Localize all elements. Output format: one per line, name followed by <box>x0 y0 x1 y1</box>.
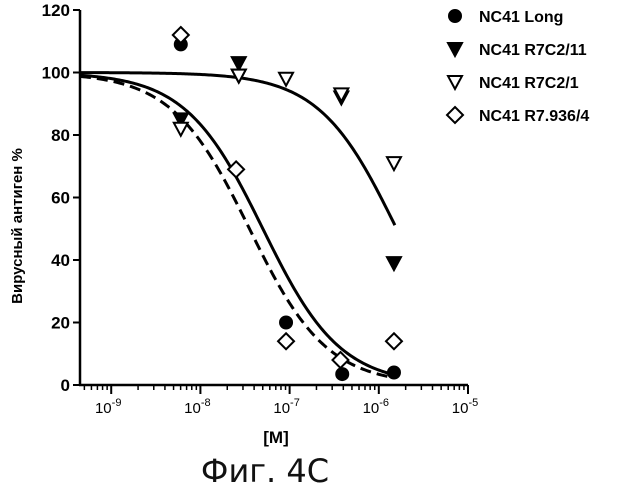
data-point-series-4 <box>278 333 294 349</box>
data-point-series-4 <box>228 161 244 177</box>
y-tick-label: 100 <box>42 64 70 83</box>
data-point-series-1 <box>280 317 292 329</box>
data-point-series-2 <box>387 257 401 270</box>
legend-marker-1 <box>449 10 461 22</box>
x-axis: 10-9 10-8 10-7 10-6 10-5 <box>79 385 478 417</box>
y-tick-label: 40 <box>51 251 70 270</box>
y-tick-label: 0 <box>61 376 70 395</box>
x-axis-label: [M] <box>263 428 288 447</box>
data-point-series-3 <box>279 73 293 86</box>
x-tick-label: 10-7 <box>273 397 299 417</box>
data-point-series-1 <box>388 367 400 379</box>
legend-label-3: NC41 R7C2/1 <box>479 75 579 92</box>
y-tick-label: 60 <box>51 189 70 208</box>
data-point-series-2 <box>232 57 246 70</box>
y-tick-label: 80 <box>51 126 70 145</box>
data-point-series-1 <box>336 368 348 380</box>
fit-curves <box>80 73 395 378</box>
data-point-series-3 <box>174 123 188 136</box>
data-point-series-4 <box>386 333 402 349</box>
y-tick-label: 120 <box>42 1 70 20</box>
data-points <box>173 27 402 380</box>
data-point-series-3 <box>387 157 401 170</box>
legend: NC41 Long NC41 R7C2/11 NC41 R7C2/1 NC41 R7.… <box>447 9 589 125</box>
legend-label-4: NC41 R7.936/4 <box>479 108 589 125</box>
legend-marker-2 <box>448 43 462 56</box>
y-tick-label: 20 <box>51 314 70 333</box>
y-axis-label: Вирусный антиген % <box>9 148 26 304</box>
legend-label-1: NC41 Long <box>479 9 563 26</box>
x-tick-label: 10-5 <box>452 397 478 417</box>
x-tick-label: 10-9 <box>95 397 121 417</box>
chart: 0 20 40 60 80 100 120 10-9 10-8 10-7 10-6 10-5 NC4… <box>0 0 625 500</box>
x-tick-label: 10-6 <box>363 397 389 417</box>
x-tick-label: 10-8 <box>184 397 210 417</box>
legend-marker-4 <box>447 107 463 123</box>
fit-curve <box>80 76 395 377</box>
fit-curve <box>80 75 395 375</box>
legend-label-2: NC41 R7C2/11 <box>479 42 587 59</box>
y-axis: 0 20 40 60 80 100 120 <box>42 1 80 395</box>
legend-marker-3 <box>448 76 462 89</box>
figure-caption: Фиг. 4С <box>0 452 530 490</box>
